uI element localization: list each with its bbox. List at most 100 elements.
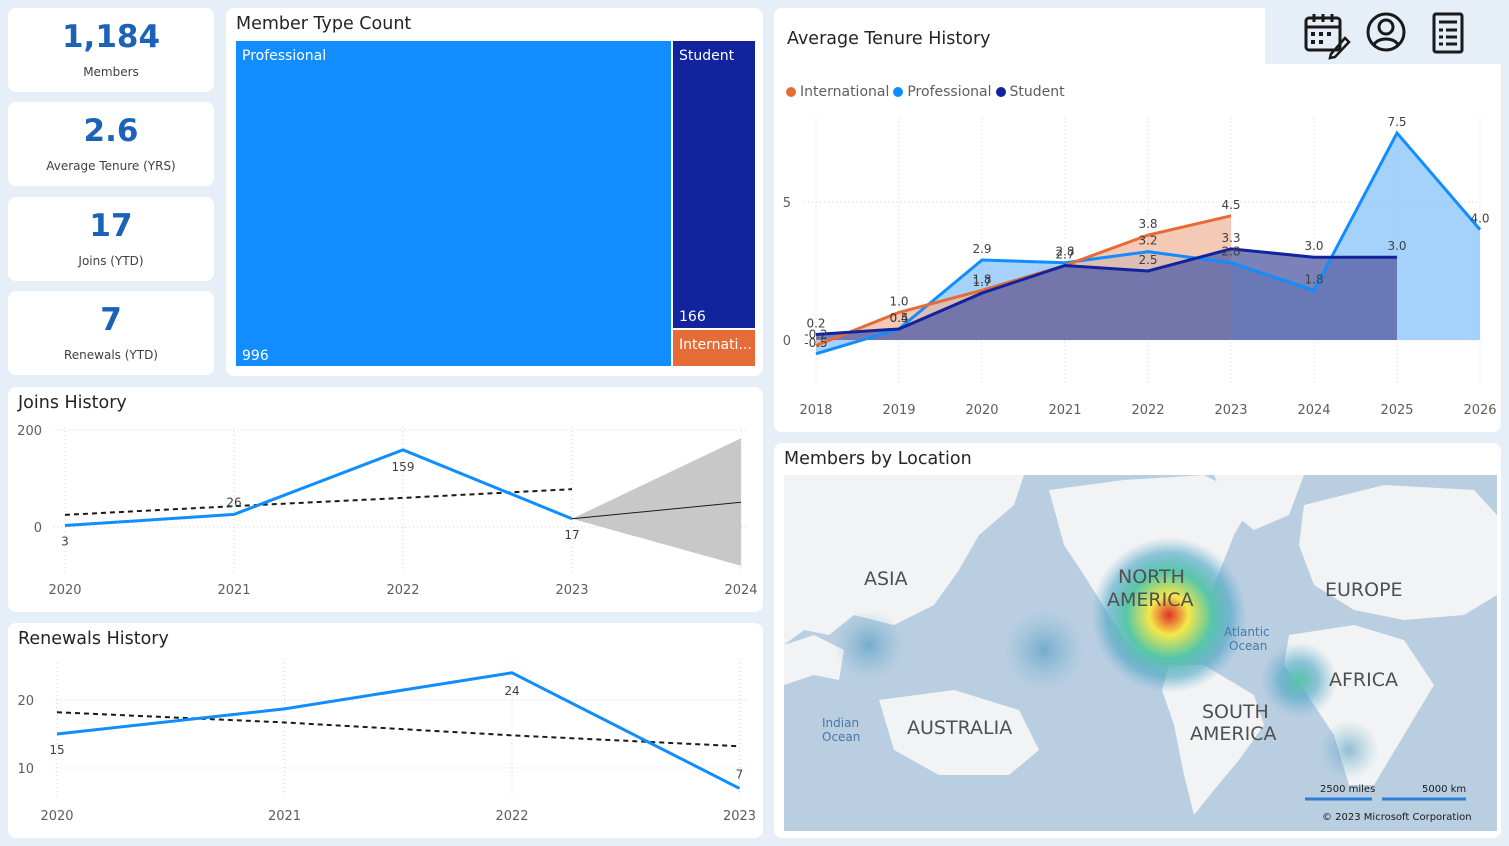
joins-title: Joins History xyxy=(18,393,127,413)
x-tick-label: 2023 xyxy=(723,809,756,824)
map-label-north-america-1: NORTH xyxy=(1118,566,1185,588)
toolbar xyxy=(1265,0,1509,64)
data-label: 17 xyxy=(564,528,579,542)
land-europe xyxy=(1299,485,1497,620)
renewals-chart: 2020 2021 2022 2023 10 20 15 24 7 xyxy=(17,663,756,824)
kpi-value: 17 xyxy=(89,207,133,244)
kpi-members-card[interactable]: 1,184 Members xyxy=(8,8,214,92)
legend-dot xyxy=(786,87,796,97)
legend-dot xyxy=(893,87,904,97)
data-label: 26 xyxy=(226,495,241,509)
x-tick-label: 2021 xyxy=(1048,403,1081,418)
legend-dot xyxy=(995,87,1006,97)
data-label: 2.5 xyxy=(1138,253,1157,267)
data-label: 15 xyxy=(49,743,64,757)
tile-value: 166 xyxy=(679,309,706,325)
tenure-title: Average Tenure History xyxy=(787,29,991,49)
x-tick-label: 2020 xyxy=(48,583,81,598)
line-joins xyxy=(64,448,573,528)
x-tick-label: 2020 xyxy=(965,403,998,418)
data-label: 1.0 xyxy=(889,294,908,308)
data-label: 2.9 xyxy=(972,242,991,256)
x-tick-label: 2022 xyxy=(386,583,419,598)
data-label: -0.5 xyxy=(804,336,827,350)
treemap-tile-professional[interactable]: Professional 996 xyxy=(236,41,671,366)
kpi-value: 7 xyxy=(100,301,122,338)
data-label: 7.5 xyxy=(1387,115,1406,129)
kpi-renewals-card[interactable]: 7 Renewals (YTD) xyxy=(8,291,214,375)
map-label-atlantic-2: Ocean xyxy=(1229,639,1267,653)
data-label: -0.2 xyxy=(804,328,827,342)
forecast-line xyxy=(571,501,742,520)
map-label-south-america-1: SOUTH xyxy=(1202,701,1269,723)
calendar-icon[interactable] xyxy=(1301,10,1351,60)
data-label: 2.8 xyxy=(1055,245,1074,259)
line-renewals xyxy=(56,671,741,790)
map-label-asia: ASIA xyxy=(864,568,908,590)
x-tick-label: 2022 xyxy=(1131,403,1164,418)
kpi-value: 2.6 xyxy=(83,112,139,149)
land-asia xyxy=(784,475,1024,645)
heat-spot-south-africa xyxy=(1319,720,1379,780)
member-type-card: Member Type Count Professional 996 Stude… xyxy=(226,8,763,376)
map-label-south-america-2: AMERICA xyxy=(1190,723,1276,745)
map-label-indian-1: Indian xyxy=(822,716,859,730)
legend-item-professional[interactable]: Professional xyxy=(893,84,992,100)
data-label: 1.7 xyxy=(972,275,991,289)
map-label-indian-2: Ocean xyxy=(822,730,860,744)
x-tick-label: 2025 xyxy=(1380,403,1413,418)
scale-km-label: 5000 km xyxy=(1422,784,1466,795)
kpi-label: Members xyxy=(83,64,139,79)
data-label: 3.0 xyxy=(1387,239,1406,253)
x-tick-label: 2021 xyxy=(268,809,301,824)
land-greenland xyxy=(1214,475,1304,530)
x-tick-label: 2023 xyxy=(555,583,588,598)
legend-item-international[interactable]: International xyxy=(786,84,889,100)
tile-label: Student xyxy=(679,48,735,64)
heat-spot-asia xyxy=(834,610,904,680)
legend-item-student[interactable]: Student xyxy=(995,84,1065,100)
trend-line xyxy=(56,711,740,748)
map-label-north-america-2: AMERICA xyxy=(1107,589,1193,611)
legend-label: Student xyxy=(1009,84,1065,100)
land-south-america xyxy=(1162,665,1264,815)
x-tick-label: 2018 xyxy=(799,403,832,418)
kpi-label: Renewals (YTD) xyxy=(63,347,158,362)
x-tick-label: 2022 xyxy=(495,809,528,824)
area-student xyxy=(816,248,1397,340)
kpi-joins-card[interactable]: 17 Joins (YTD) xyxy=(8,197,214,281)
data-label: 1.8 xyxy=(972,272,991,286)
land-southeast-asia xyxy=(784,635,844,685)
y-tick-label: 0 xyxy=(34,521,42,536)
heat-spot-africa xyxy=(1261,642,1337,718)
user-circle-icon[interactable] xyxy=(1362,8,1412,58)
legend-label: Professional xyxy=(907,84,992,100)
map-label-australia: AUSTRALIA xyxy=(907,717,1012,739)
report-icon[interactable] xyxy=(1427,10,1477,60)
map-card: Members by Location xyxy=(774,443,1501,838)
treemap-tile-student[interactable]: Student 166 xyxy=(673,41,755,328)
x-tick-label: 2020 xyxy=(40,809,73,824)
kpi-tenure-card[interactable]: 2.6 Average Tenure (YRS) xyxy=(8,102,214,186)
data-label: 2.7 xyxy=(1055,247,1074,261)
map-copyright: © 2023 Microsoft Corporation xyxy=(1322,812,1472,823)
land-australia xyxy=(879,690,1039,775)
data-label: 3.3 xyxy=(1221,231,1240,245)
tenure-card: Average Tenure History International Pro… xyxy=(774,8,1501,432)
data-label: 2.8 xyxy=(1221,245,1240,259)
y-tick-label: 10 xyxy=(17,762,34,777)
data-label: 3.2 xyxy=(1138,234,1157,248)
y-tick-label: 5 xyxy=(783,196,791,211)
map-label-europe: EUROPE xyxy=(1325,579,1403,601)
kpi-value: 1,184 xyxy=(61,18,161,55)
treemap-tile-international[interactable]: Internati... xyxy=(673,330,755,366)
data-label: 0.2 xyxy=(806,316,825,330)
data-label: 7 xyxy=(736,767,744,781)
tile-label: Professional xyxy=(242,48,327,64)
world-map[interactable]: ASIA NORTH AMERICA EUROPE AFRICA AUSTRAL… xyxy=(784,475,1497,831)
map-label-africa: AFRICA xyxy=(1329,669,1398,691)
data-label: 3 xyxy=(61,535,69,549)
x-tick-label: 2024 xyxy=(1297,403,1330,418)
tenure-chart: 2018 2019 2020 2021 2022 2023 2024 2025 2026 0 5 -0… xyxy=(783,115,1497,418)
map-label-atlantic-1: Atlantic xyxy=(1224,625,1270,639)
